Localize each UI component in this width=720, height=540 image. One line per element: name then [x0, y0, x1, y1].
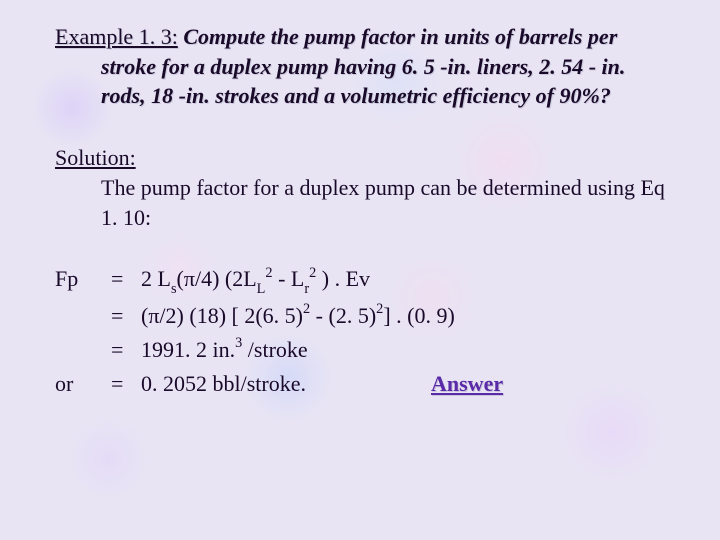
equals-sign: = [111, 367, 141, 401]
equals-sign: = [111, 299, 141, 333]
example-problem: Example 1. 3: Compute the pump factor in… [55, 22, 665, 111]
equals-sign: = [111, 333, 141, 367]
equation-block: Fp = 2 Ls(π/4) (2LL2 - Lr2 ) . Ev = (π/2… [55, 262, 665, 401]
or-label: or [55, 367, 111, 401]
solution-heading: Solution: [55, 145, 665, 171]
eq-expression: (π/2) (18) [ 2(6. 5)2 - (2. 5)2] . (0. 9… [141, 299, 665, 333]
answer-label: Answer [431, 367, 503, 401]
eq-expression: 2 Ls(π/4) (2LL2 - Lr2 ) . Ev [141, 262, 665, 299]
eq-expression: 1991. 2 in.3 /stroke [141, 333, 665, 367]
equation-row-2: = (π/2) (18) [ 2(6. 5)2 - (2. 5)2] . (0.… [55, 299, 665, 333]
equation-row-1: Fp = 2 Ls(π/4) (2LL2 - Lr2 ) . Ev [55, 262, 665, 299]
example-label: Example 1. 3: [55, 24, 178, 49]
solution-intro: The pump factor for a duplex pump can be… [55, 173, 665, 232]
eq-symbol: Fp [55, 262, 111, 299]
example-question: Compute the pump factor in units of barr… [101, 24, 625, 108]
eq-expression: 0. 2052 bbl/stroke. Answer [141, 367, 665, 401]
slide-content: Example 1. 3: Compute the pump factor in… [0, 0, 720, 401]
equation-row-4: or = 0. 2052 bbl/stroke. Answer [55, 367, 665, 401]
equals-sign: = [111, 262, 141, 299]
equation-row-3: = 1991. 2 in.3 /stroke [55, 333, 665, 367]
